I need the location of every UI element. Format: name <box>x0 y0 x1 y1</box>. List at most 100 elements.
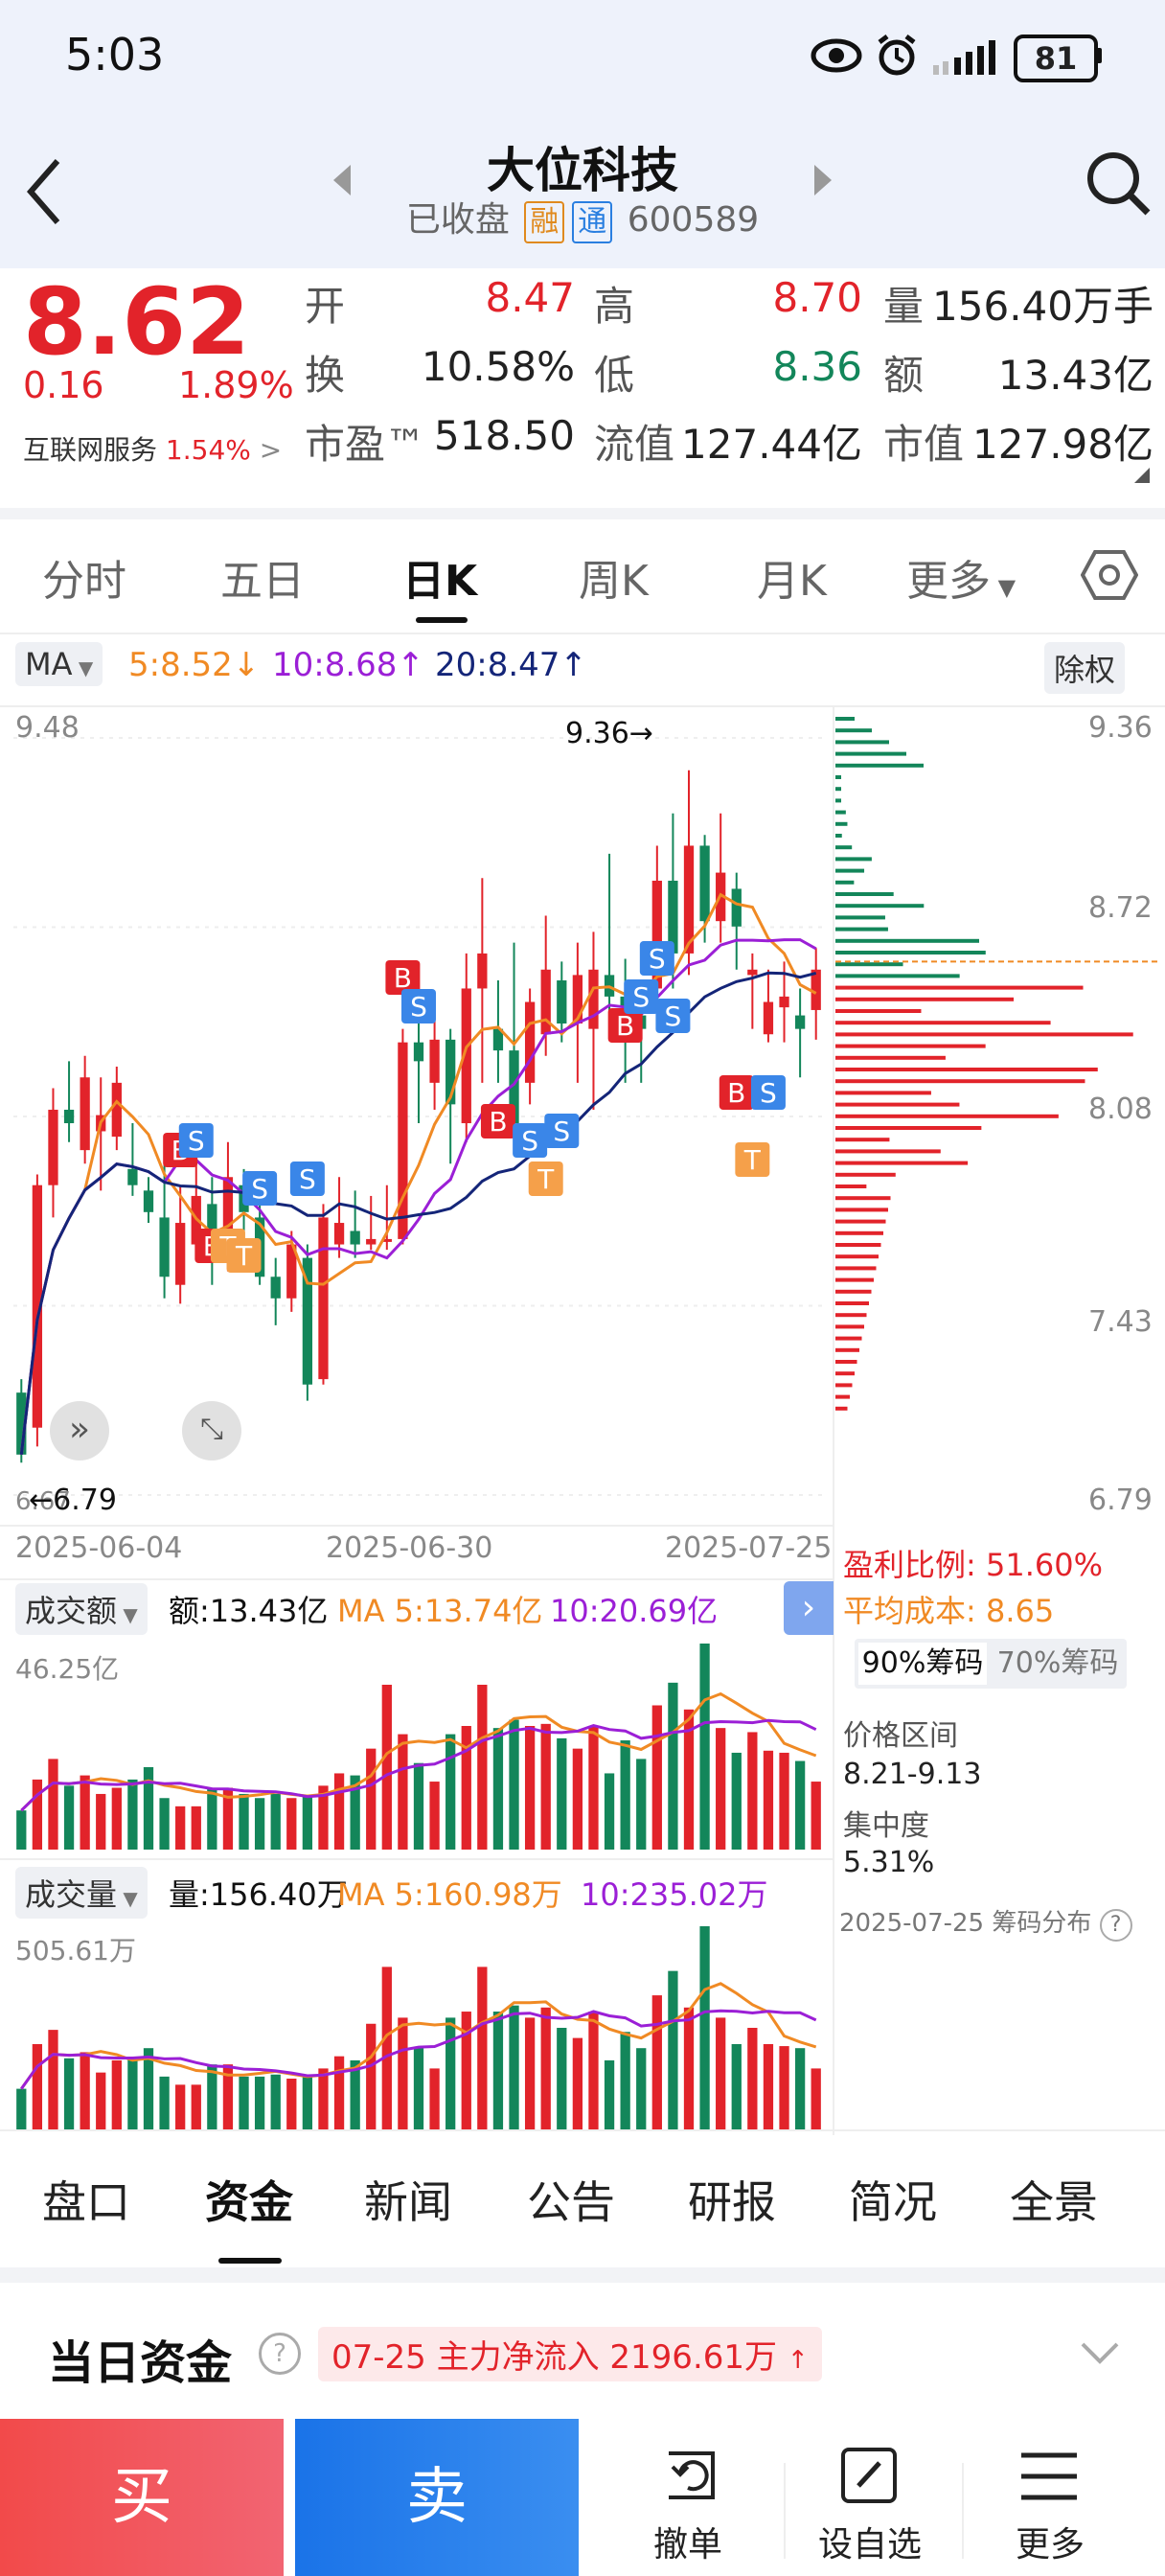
stock-name: 大位科技 <box>487 143 678 198</box>
up-arrow-icon: ↑ <box>787 2346 809 2375</box>
chip-date: 2025-07-25 筹码分布 ? <box>839 1903 1132 1942</box>
date-end: 2025-07-25 <box>665 1531 833 1565</box>
volume-bar <box>683 2007 695 2129</box>
amount-selector[interactable]: 成交额 ▼ <box>15 1583 148 1635</box>
amount-bar <box>270 1793 281 1850</box>
volume-bar <box>159 2076 170 2129</box>
volume-bar <box>96 2072 106 2129</box>
tab-five-day[interactable]: 五日 <box>220 557 305 606</box>
volume-bar <box>111 2059 122 2129</box>
pe-label: 市盈™ <box>305 421 426 468</box>
amount-bar <box>492 1728 504 1850</box>
tab-news[interactable]: 新闻 <box>364 2176 452 2228</box>
adjust-selector[interactable]: 除权 <box>1044 642 1126 694</box>
chevron-down-icon[interactable] <box>1079 2338 1121 2367</box>
volume-bar <box>222 2064 234 2129</box>
candle-body <box>270 1276 281 1299</box>
tab-daily-k[interactable]: 日K <box>402 557 478 606</box>
amount-bar <box>96 1793 106 1850</box>
tab-more[interactable]: 更多 ▼ <box>906 546 1016 608</box>
volume-bar <box>286 2079 297 2129</box>
chip-bar <box>835 717 855 721</box>
chip-tab-90[interactable]: 90%筹码 <box>858 1643 987 1685</box>
volume-bar <box>540 2007 551 2129</box>
help-icon[interactable]: ? <box>259 2333 301 2375</box>
trade-marker <box>289 1162 325 1196</box>
candle-body <box>80 1077 90 1151</box>
avg-cost-value: 8.65 <box>985 1593 1055 1629</box>
amount-bar <box>604 1773 615 1850</box>
candle-body <box>286 1244 297 1299</box>
ma20-value: 20:8.47↑ <box>435 646 587 684</box>
cancel-order-label[interactable]: 撤单 <box>653 2525 723 2564</box>
settings-hexagon-icon[interactable] <box>1081 548 1138 602</box>
expand-left-icon[interactable]: » <box>50 1401 109 1460</box>
candle-body <box>222 1177 234 1258</box>
tab-order-book[interactable]: 盘口 <box>42 2176 130 2228</box>
tab-profile[interactable]: 简况 <box>849 2176 937 2228</box>
chevron-right-icon[interactable]: › <box>784 1581 834 1635</box>
buy-button[interactable]: 买 <box>0 2419 284 2576</box>
more-label[interactable]: 更多 <box>1016 2525 1085 2564</box>
candle-body <box>811 969 821 1010</box>
chip-bar <box>835 1336 862 1341</box>
tab-announcements[interactable]: 公告 <box>527 2176 615 2228</box>
amount-ma10: 10:20.69亿 <box>550 1593 719 1629</box>
amount-bar <box>413 1762 424 1850</box>
clock: 5:03 <box>65 29 165 80</box>
volume-bar <box>350 2059 360 2129</box>
edit-watchlist-icon[interactable] <box>837 2444 901 2507</box>
trade-marker-label: T <box>537 1163 555 1195</box>
tab-intraday[interactable]: 分时 <box>42 557 126 606</box>
back-arrow-icon[interactable] <box>21 153 69 230</box>
volume-ma10: 10:235.02万 <box>581 1876 768 1913</box>
sell-button[interactable]: 卖 <box>295 2419 579 2576</box>
stock-header: 大位科技 已收盘 融通 600589 <box>0 125 1165 268</box>
amount-bar <box>445 1734 456 1850</box>
amount-bar <box>302 1796 313 1850</box>
chip-bar <box>835 1055 946 1060</box>
down-arrow-icon: ↓ <box>232 646 261 684</box>
trade-marker-label: S <box>521 1125 538 1157</box>
volume-bar <box>318 2068 329 2129</box>
menu-icon[interactable] <box>1017 2448 1081 2505</box>
prev-stock-icon[interactable] <box>330 161 354 199</box>
help-icon[interactable]: ? <box>1099 1909 1132 1942</box>
trade-marker <box>226 1238 262 1273</box>
chip-bar <box>835 845 853 850</box>
chip-bar <box>835 1254 879 1259</box>
search-icon[interactable] <box>1083 148 1154 222</box>
chip-bar <box>835 1138 890 1142</box>
chip-bar <box>835 1184 867 1188</box>
trade-marker <box>655 999 691 1033</box>
tab-overview[interactable]: 全景 <box>1010 2176 1098 2228</box>
pe-value: 518.50 <box>434 412 575 459</box>
chip-bar <box>835 962 903 967</box>
chip-bar <box>835 751 906 756</box>
amount-ymax: 46.25亿 <box>15 1653 120 1685</box>
volume-bar <box>524 2017 536 2129</box>
volume-selector[interactable]: 成交量 ▼ <box>15 1867 148 1919</box>
tab-research[interactable]: 研报 <box>688 2176 776 2228</box>
volume-bar <box>175 2084 186 2129</box>
candle-body <box>509 1050 519 1124</box>
expand-corner-icon[interactable] <box>1132 466 1152 485</box>
undo-order-icon[interactable] <box>659 2444 722 2507</box>
fullscreen-icon[interactable]: ⤡ <box>182 1401 241 1460</box>
kline-chart[interactable]: BSBTTSSBSBSTSBSSSBTS <box>0 707 1165 2135</box>
sector-link[interactable]: 互联网服务 1.54% > <box>23 434 283 466</box>
volume-bar <box>572 2037 583 2129</box>
amount-bar <box>429 1782 440 1850</box>
chip-tab-70[interactable]: 70%筹码 <box>996 1646 1119 1680</box>
trade-marker-label: S <box>251 1173 268 1205</box>
amount-bar <box>794 1760 806 1850</box>
tab-monthly-k[interactable]: 月K <box>757 557 827 606</box>
ma-selector[interactable]: MA ▼ <box>15 642 103 686</box>
candle-body <box>747 969 758 976</box>
chip-bar <box>835 1091 931 1095</box>
tab-funds[interactable]: 资金 <box>205 2176 293 2228</box>
volume-ma10 <box>20 2009 817 2090</box>
tab-weekly-k[interactable]: 周K <box>579 557 649 606</box>
next-stock-icon[interactable] <box>811 161 835 199</box>
watchlist-label[interactable]: 设自选 <box>818 2525 923 2564</box>
